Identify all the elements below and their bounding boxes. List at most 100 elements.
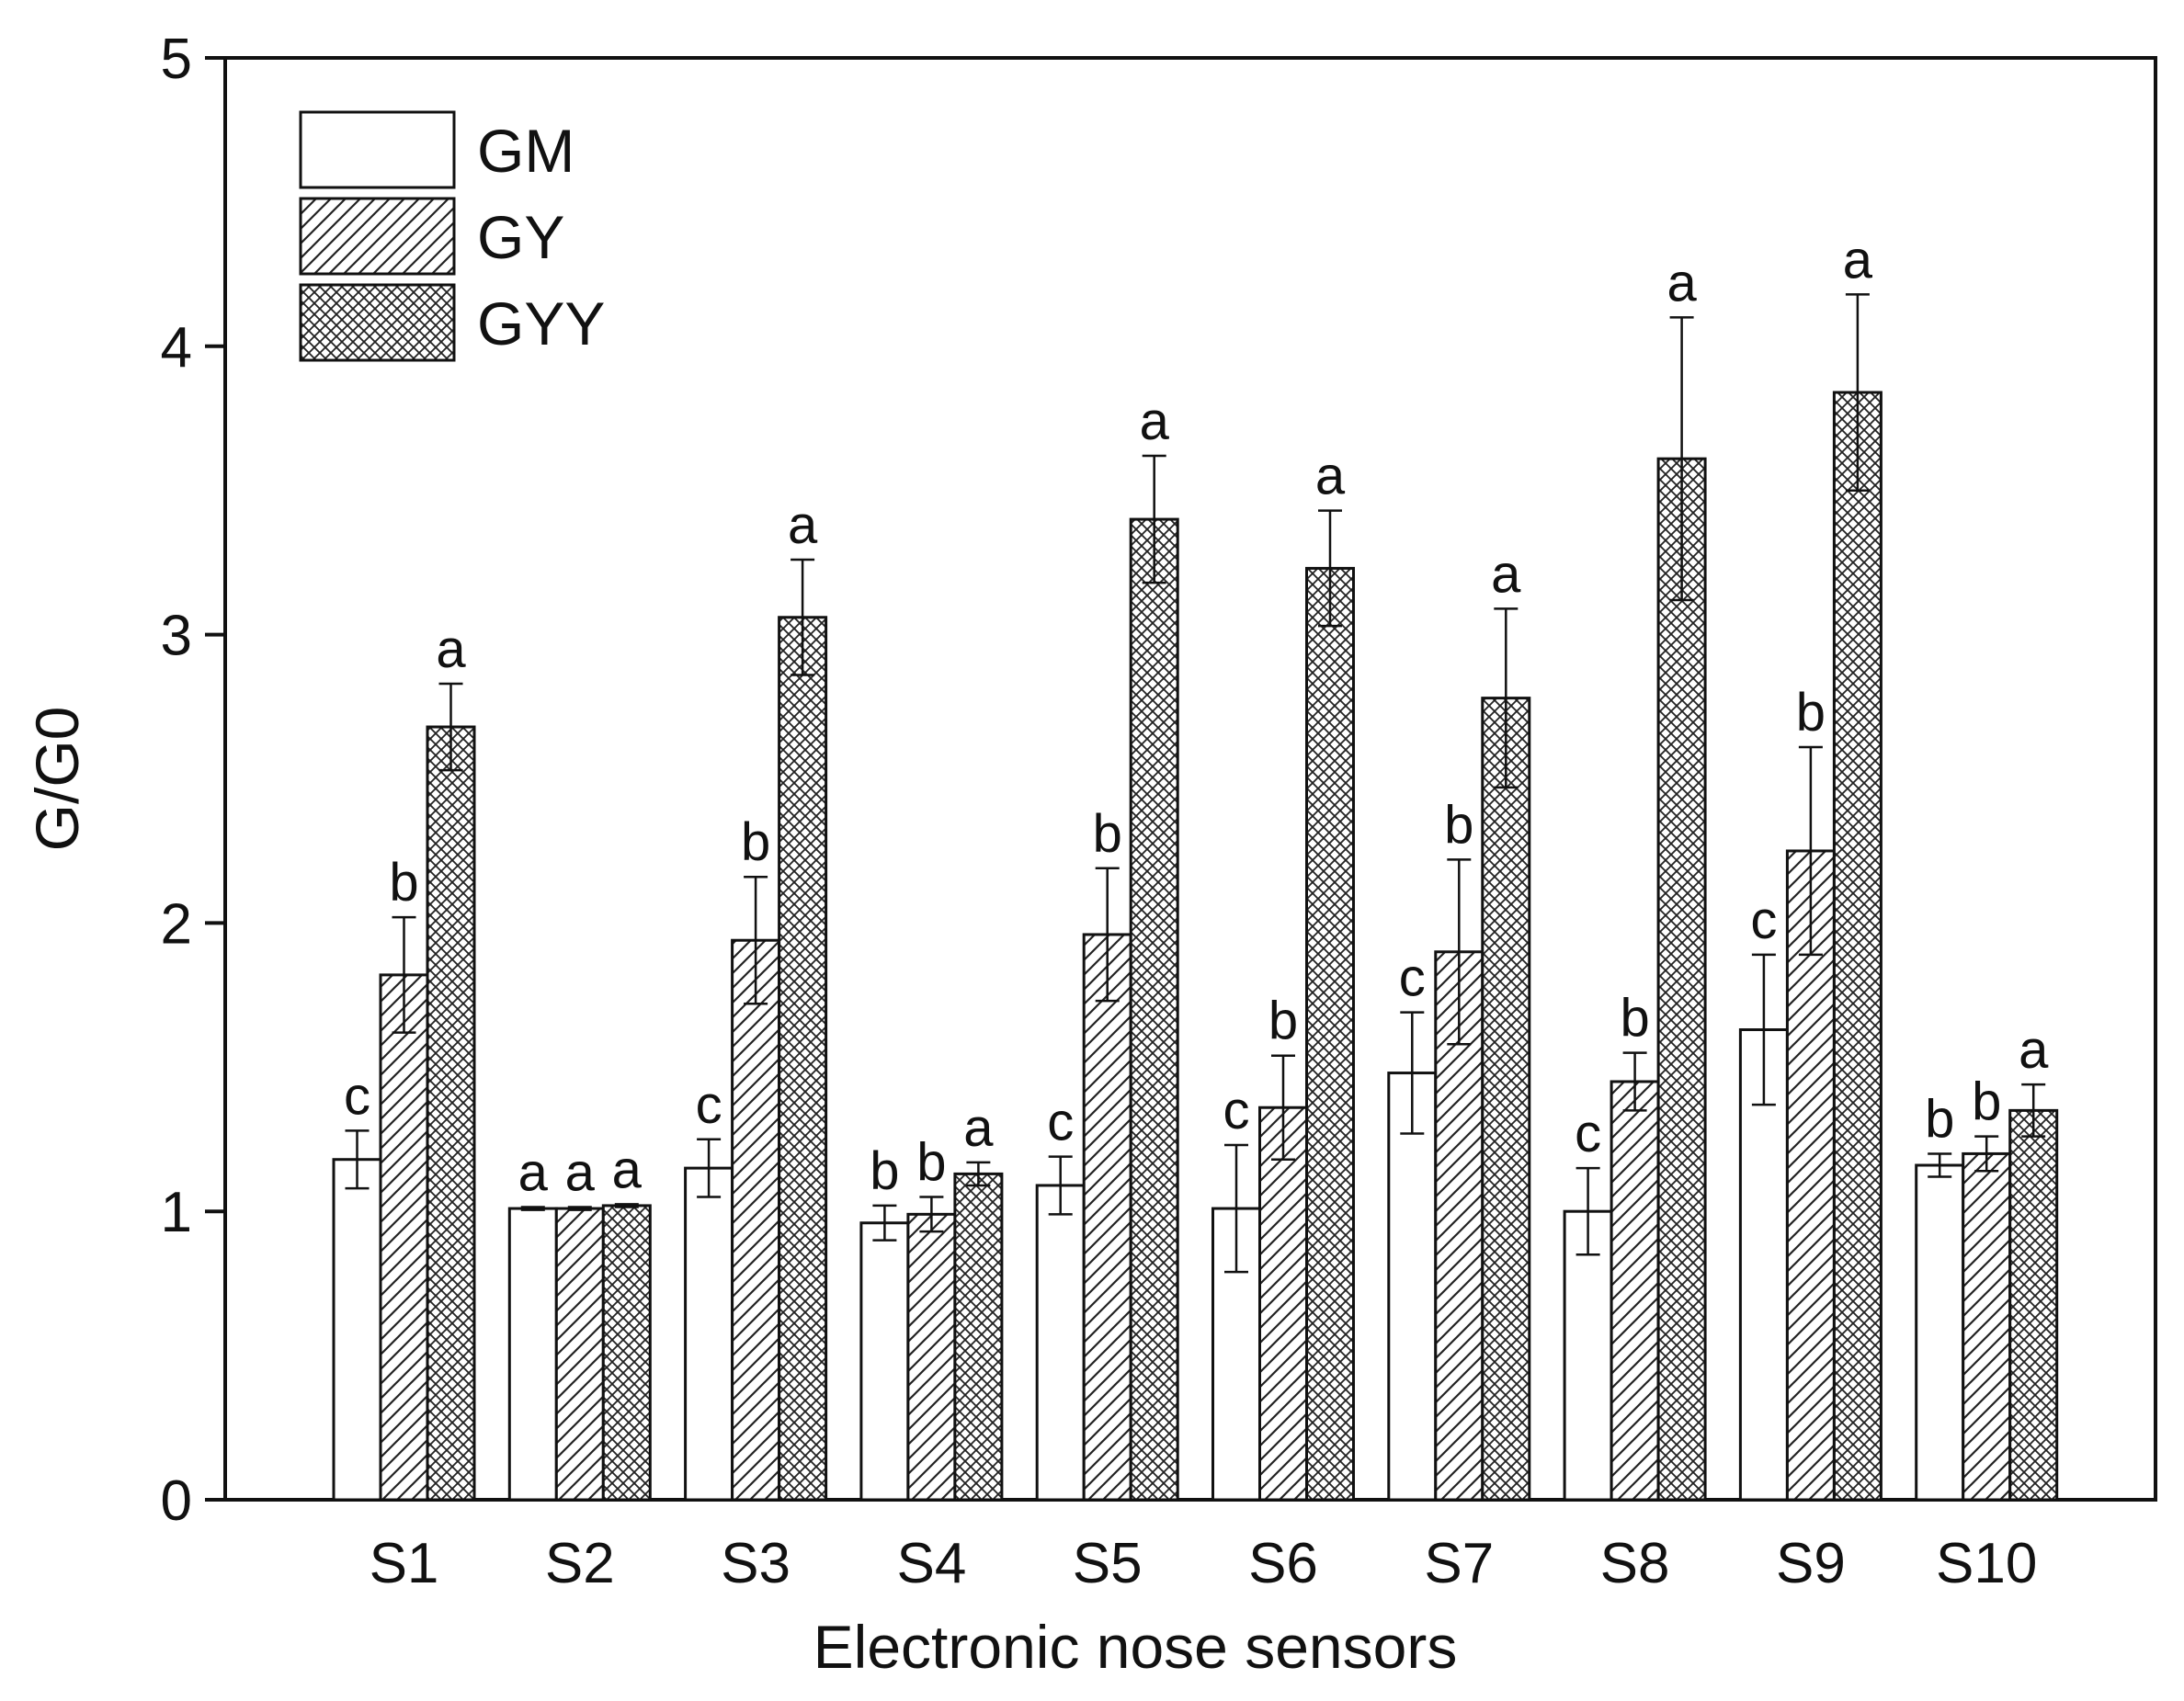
bar-gm-s3 [684, 1166, 734, 1502]
bar-gy-s2 [554, 1207, 605, 1502]
x-axis: S1 S2 S3 S4 S5 S6 S7 S8 S9 S10 [370, 1532, 2038, 1595]
legend-swatch [299, 197, 456, 276]
y-tick-label: 1 [161, 1181, 192, 1244]
significance-label: b [741, 812, 770, 872]
significance-label: b [1620, 989, 1649, 1049]
y-tick-label: 4 [161, 316, 192, 380]
significance-label: b [1444, 795, 1473, 855]
x-tick-label: S1 [370, 1532, 439, 1595]
legend: GM GY GYY [299, 110, 605, 362]
error-bar [1142, 454, 1166, 584]
bar-gy-s4 [906, 1212, 957, 1502]
legend-item-gyy: GYY [299, 283, 605, 362]
y-axis: 0 1 2 3 4 5 [161, 28, 225, 1533]
error-bar [1224, 1143, 1248, 1274]
significance-label: c [1223, 1081, 1250, 1140]
significance-label: a [1843, 230, 1873, 289]
legend-label: GYY [477, 289, 605, 357]
legend-item-gy: GY [299, 197, 564, 276]
bar-gyy-s2 [601, 1204, 652, 1502]
significance-label: c [1750, 890, 1777, 950]
significance-label: a [565, 1142, 596, 1202]
legend-item-gm: GM [299, 110, 574, 189]
significance-label: a [612, 1140, 643, 1199]
significance-label: b [870, 1141, 899, 1201]
significance-label: b [389, 853, 418, 913]
significance-label: a [788, 495, 818, 555]
x-tick-label: S6 [1248, 1532, 1318, 1595]
bar-gyy-s3 [778, 616, 828, 1502]
error-bar [520, 1206, 545, 1211]
significance-label: c [1399, 948, 1426, 1008]
legend-swatch [299, 283, 456, 362]
significance-label: b [1925, 1089, 1954, 1149]
y-tick-label: 5 [161, 28, 192, 91]
bar-gy-s1 [379, 973, 429, 1502]
bar-gm-s10 [1915, 1163, 1965, 1502]
error-bar [791, 558, 815, 676]
x-tick-label: S10 [1936, 1532, 2037, 1595]
error-bar [614, 1203, 639, 1208]
error-bar [744, 875, 768, 1005]
legend-label: GM [477, 117, 574, 185]
significance-label: a [1491, 544, 1521, 604]
bar-gy-s3 [731, 938, 781, 1502]
x-tick-label: S3 [721, 1532, 791, 1595]
significance-label: a [1140, 391, 1170, 451]
error-bar [1271, 1054, 1295, 1161]
bar-gm-s4 [859, 1221, 910, 1502]
error-bar [1669, 316, 1694, 602]
bar-gy-s10 [1962, 1151, 2012, 1502]
y-tick-label: 3 [161, 605, 192, 668]
error-bar [1928, 1152, 1952, 1178]
significance-label: c [1575, 1104, 1601, 1163]
y-tick-label: 2 [161, 892, 192, 956]
significance-label: a [1666, 253, 1697, 312]
error-bar [345, 1129, 370, 1190]
y-axis-label: G/G0 [23, 707, 91, 852]
error-bar [438, 682, 463, 772]
legend-swatch [299, 110, 456, 189]
x-tick-label: S9 [1776, 1532, 1846, 1595]
y-tick-label: 0 [161, 1469, 192, 1533]
bar-gyy-s10 [2008, 1108, 2059, 1502]
x-tick-label: S7 [1424, 1532, 1494, 1595]
error-bar [2021, 1083, 2046, 1138]
significance-label: c [696, 1075, 722, 1135]
significance-label: a [436, 619, 466, 679]
error-bar [1845, 293, 1870, 492]
significance-label: c [344, 1066, 370, 1126]
error-bar [1575, 1166, 1600, 1256]
x-tick-label: S8 [1600, 1532, 1670, 1595]
x-tick-label: S4 [896, 1532, 966, 1595]
legend-label: GY [477, 203, 564, 271]
error-bar [1622, 1051, 1647, 1112]
error-bar [697, 1138, 722, 1198]
error-bar [872, 1204, 897, 1242]
bar-gyy-s9 [1832, 391, 1883, 1502]
bar-gy-s6 [1258, 1106, 1308, 1502]
bar-gm-s1 [332, 1158, 382, 1502]
error-bar [966, 1161, 991, 1187]
error-bar [1974, 1135, 1999, 1173]
bar-gm-s5 [1035, 1184, 1086, 1502]
plot-frame [223, 56, 2157, 1502]
bar-gm-s7 [1387, 1072, 1438, 1502]
error-bar [919, 1196, 944, 1233]
bar-gy-s8 [1610, 1080, 1660, 1502]
significance-label: b [1268, 992, 1298, 1051]
x-tick-label: S2 [545, 1532, 615, 1595]
significance-label: c [1047, 1093, 1074, 1152]
bar-gm-s2 [507, 1207, 558, 1502]
x-tick-label: S5 [1073, 1532, 1143, 1595]
error-bar [1048, 1155, 1073, 1216]
x-axis-label: Electronic nose sensors [813, 1613, 1458, 1681]
bar-gyy-s1 [426, 725, 476, 1502]
error-bar [1494, 607, 1519, 789]
significance-label: b [1796, 683, 1826, 743]
error-bar [392, 915, 416, 1034]
bar-gyy-s5 [1129, 517, 1179, 1502]
error-bar [1447, 858, 1472, 1046]
